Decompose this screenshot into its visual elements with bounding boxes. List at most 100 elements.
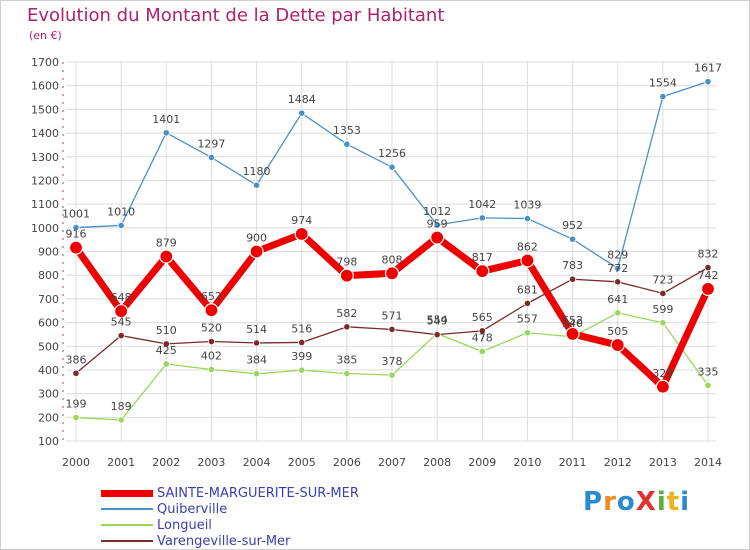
- series-marker: [475, 264, 490, 279]
- x-tick-label: 2004: [243, 456, 271, 469]
- series-marker: [298, 109, 306, 117]
- data-label: 783: [562, 259, 583, 272]
- data-label: 385: [336, 353, 357, 366]
- series-marker: [252, 339, 261, 347]
- legend-label: Varengeville-sur-Mer: [157, 533, 291, 549]
- series-marker: [298, 338, 306, 347]
- y-tick-label: 1100: [31, 198, 59, 211]
- y-tick-label: 1500: [31, 103, 59, 116]
- data-label: 557: [517, 313, 538, 326]
- series-marker: [343, 323, 351, 331]
- series-marker: [298, 366, 306, 374]
- axes-layer: 100 200 300 400 500 600 700 800 900 1000 1100 1200 1…: [31, 56, 722, 469]
- series-marker: [162, 129, 170, 137]
- data-label: 402: [201, 349, 222, 362]
- data-label: 1001: [62, 208, 90, 221]
- data-label: 681: [517, 283, 538, 296]
- data-label: 1180: [243, 165, 271, 178]
- legend-label: SAINTE-MARGUERITE-SUR-MER: [157, 485, 359, 501]
- series-marker: [430, 230, 445, 245]
- data-label: 378: [382, 355, 403, 368]
- data-label: 652: [201, 290, 222, 303]
- logo-letter: X: [635, 487, 657, 517]
- y-tick-label: 1300: [31, 151, 59, 164]
- series-marker: [704, 264, 712, 272]
- data-label: 832: [698, 248, 719, 261]
- data-label: 808: [382, 253, 403, 266]
- series-marker: [610, 337, 625, 353]
- legend: SAINTE-MARGUERITE-SUR-MER Quiberville Long…: [101, 485, 359, 549]
- y-tick-label: 1600: [31, 80, 59, 93]
- series-marker: [162, 360, 170, 368]
- data-label: 798: [336, 256, 357, 269]
- data-label: 742: [698, 269, 719, 282]
- data-label: 599: [652, 303, 673, 316]
- x-tick-label: 2000: [62, 456, 90, 469]
- series-marker: [614, 278, 622, 286]
- series-marker: [659, 319, 667, 327]
- x-tick-label: 2012: [604, 456, 632, 469]
- series-marker: [433, 331, 441, 339]
- x-tick-label: 2007: [378, 456, 406, 469]
- x-tick-label: 2008: [423, 456, 451, 469]
- data-label: 516: [291, 322, 312, 335]
- logo-letter: o: [616, 487, 636, 517]
- legend-item: Quiberville: [101, 501, 359, 517]
- series-marker: [343, 369, 351, 378]
- series-marker: [614, 309, 622, 317]
- series-marker: [72, 413, 80, 422]
- data-label: 565: [472, 311, 493, 324]
- series-marker: [478, 327, 486, 335]
- series-marker: [207, 337, 216, 346]
- data-label: 959: [427, 218, 448, 231]
- y-tick-label: 1400: [31, 127, 59, 140]
- series-marker: [520, 253, 535, 268]
- data-label: 1401: [152, 113, 180, 126]
- legend-label: Longueil: [157, 517, 212, 533]
- legend-item: Varengeville-sur-Mer: [101, 533, 359, 549]
- data-label: 879: [156, 236, 177, 249]
- legend-swatch: [101, 489, 153, 497]
- data-label: 199: [66, 398, 87, 411]
- data-label: 571: [382, 309, 403, 322]
- chart-subtitle: (en €): [29, 29, 62, 42]
- data-label: 1297: [197, 137, 225, 150]
- data-label: 772: [607, 262, 628, 275]
- series-marker: [249, 244, 264, 259]
- y-tick-label: 1000: [31, 222, 59, 235]
- series-marker: [162, 340, 170, 348]
- data-label: 545: [111, 316, 132, 329]
- series-marker: [388, 325, 396, 334]
- series-marker: [114, 304, 129, 319]
- data-label: 514: [246, 323, 267, 336]
- data-label: 1010: [107, 205, 135, 218]
- data-label: 1039: [513, 199, 541, 212]
- data-label: 1617: [694, 62, 722, 75]
- data-label: 1554: [649, 77, 677, 90]
- series-marker: [614, 264, 622, 272]
- data-label: 648: [111, 291, 132, 304]
- series-marker: [384, 266, 400, 281]
- y-tick-label: 500: [38, 340, 59, 353]
- y-tick-label: 700: [38, 293, 59, 306]
- logo-letter: i: [680, 487, 691, 517]
- data-label: 549: [427, 315, 448, 328]
- series-marker: [568, 235, 577, 243]
- x-tick-label: 2009: [468, 456, 496, 469]
- x-tick-label: 2006: [333, 456, 361, 469]
- series-marker: [68, 240, 84, 255]
- x-tick-label: 2014: [694, 456, 722, 469]
- data-label: 540: [562, 317, 583, 330]
- x-tick-label: 2010: [513, 456, 541, 469]
- y-tick-label: 600: [38, 317, 59, 330]
- series-marker: [659, 289, 667, 298]
- data-label: 582: [336, 307, 357, 320]
- data-label: 425: [156, 344, 177, 357]
- data-label: 386: [66, 353, 87, 366]
- data-label: 384: [246, 354, 267, 367]
- series-marker: [343, 140, 351, 148]
- series-marker: [339, 268, 354, 283]
- data-label: 916: [66, 228, 87, 241]
- data-label: 335: [698, 365, 719, 378]
- logo-letter: r: [603, 487, 617, 517]
